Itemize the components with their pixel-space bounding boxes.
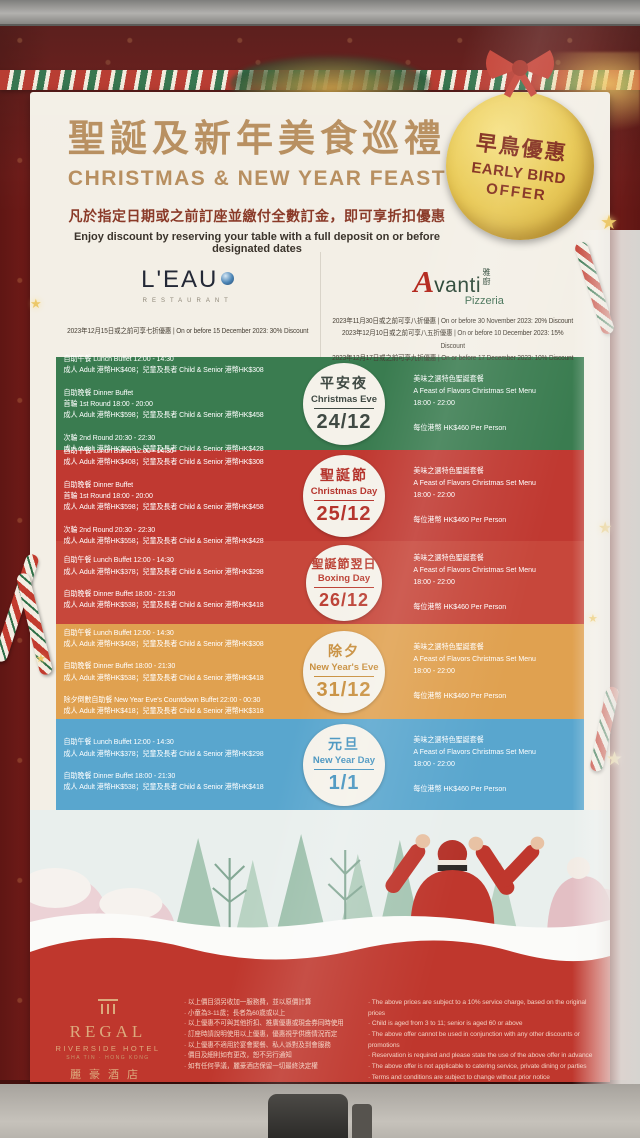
day-name-chinese: 聖誕節翌日 [311,556,377,571]
display-frame-top [0,0,640,26]
schedule-row-new-years-eve: 自助午餐 Lunch Buffet 12:00 - 14:30 成人 Adult… [56,624,584,719]
badge-divider [314,586,374,588]
terms-chinese: · 以上價目須另收加一服務費，並以原價計算 · 小童為3-11歲；長者為60歲或… [184,999,344,1071]
star-icon: ★ [600,212,618,234]
day-name-english: Christmas Eve [310,394,377,405]
day-name-english: New Year's Eve [309,662,379,673]
schedule-row-christmas-day: 自助午餐 Lunch Buffet 12:00 - 14:30 成人 Adult… [56,446,584,545]
leau-logo-subtitle: RESTAURANT [142,298,233,304]
leau-offer-details: 自助午餐 Lunch Buffet 12:00 - 14:30 成人 Adult… [63,555,264,610]
globe-icon [221,272,235,285]
star-icon: ★ [588,613,598,625]
avanti-offer-details: 美味之選特色聖誕套餐 A Feast of Flavors Christmas … [413,552,536,612]
avanti-offer-details: 美味之選特色聖誕套餐 A Feast of Flavors Christmas … [413,373,536,433]
schedule-row-new-year-day: 自助午餐 Lunch Buffet 12:00 - 14:30 成人 Adult… [56,719,584,810]
date-badge: 除夕 New Year's Eve 31/12 [303,630,385,713]
day-name-english: New Year Day [312,755,376,766]
day-name-english: Boxing Day [317,572,371,584]
badge-divider [314,769,374,770]
red-bow-icon [485,50,555,98]
hotel-location: SHA TIN · HONG KONG [66,1055,150,1061]
day-name-chinese: 平安夜 [320,375,368,391]
badge-divider [314,408,374,409]
regal-emblem-icon [98,999,118,1014]
leau-offer-details: 自助午餐 Lunch Buffet 12:00 - 14:30 成人 Adult… [63,737,264,792]
date-value: 25/12 [316,503,372,525]
restaurant-avanti: Avanti雅廚 Pizzeria 2023年11月30日或之前可享八折優惠 |… [319,252,585,362]
date-value: 26/12 [318,589,370,610]
avanti-offer-details: 美味之選特色聖誕套餐 A Feast of Flavors Christmas … [413,641,536,701]
date-badge: 元旦 New Year Day 1/1 [303,723,385,806]
hotel-name-chinese: 麗豪酒店 [70,1069,146,1081]
day-name-chinese: 除夕 [328,643,360,659]
schedule-row-christmas-eve: 自助午餐 Lunch Buffet 12:00 - 14:30 成人 Adult… [56,354,584,453]
leau-offer-details: 自助午餐 Lunch Buffet 12:00 - 14:30 成人 Adult… [63,627,264,716]
day-name-chinese: 聖誕節 [320,467,368,483]
date-value: 24/12 [316,411,372,433]
avanti-logo-initial: A [413,264,435,299]
deposit-notice-chinese: 凡於指定日期或之前訂座並繳付全數訂金，即可享折扣優惠 [68,208,446,224]
star-icon: ★ [30,296,42,311]
avanti-logo-subtitle: Pizzeria [464,295,504,307]
hotel-logo-block: REGAL RIVERSIDE HOTEL SHA TIN · HONG KON… [44,998,172,1081]
date-badge: 平安夜 Christmas Eve 24/12 [303,362,385,445]
avanti-logo-text: vanti [434,274,482,297]
floor-object [268,1094,348,1138]
schedule-row-boxing-day: 自助午餐 Lunch Buffet 12:00 - 14:30 成人 Adult… [56,541,584,624]
star-icon: ★ [36,653,46,665]
avanti-offer-details: 美味之選特色聖誕套餐 A Feast of Flavors Christmas … [413,734,536,794]
avanti-earlybird-offers: 2023年11月30日或之前可享八折優惠 | On or before 30 N… [331,318,573,362]
avanti-logo: Avanti雅廚 [321,266,585,297]
offer-table: L'EAU RESTAURANT 2023年12月15日或之前可享七折優惠 | … [56,252,584,810]
date-value: 31/12 [316,679,372,701]
winter-scene-illustration [30,810,610,986]
floor-object [352,1104,372,1138]
hotel-division: RIVERSIDE HOTEL [55,1044,161,1053]
leau-logo: L'EAU [56,266,320,294]
date-badge: 聖誕節翌日 Boxing Day 26/12 [306,544,382,621]
avanti-logo-chinese: 雅廚 [482,268,491,286]
badge-divider [314,676,374,677]
avanti-offer-details: 美味之選特色聖誕套餐 A Feast of Flavors Christmas … [413,465,536,525]
poster-card: 聖誕及新年美食巡禮 CHRISTMAS & NEW YEAR FEAST 凡於指… [30,92,610,1091]
leau-logo-text: L'EAU [141,266,219,293]
date-badge: 聖誕節 Christmas Day 25/12 [303,454,385,537]
date-value: 1/1 [328,772,360,794]
hotel-name: REGAL [69,1022,147,1041]
leau-offer-details: 自助午餐 Lunch Buffet 12:00 - 14:30 成人 Adult… [63,445,264,545]
terms-english: · The above prices are subject to a 10% … [368,999,593,1091]
day-name-english: Christmas Day [310,486,378,497]
deposit-notice-english: Enjoy discount by reserving your table w… [73,231,441,255]
title-chinese: 聖誕及新年美食巡禮 [68,118,446,159]
leau-earlybird-offers: 2023年12月15日或之前可享七折優惠 | On or before 15 D… [67,328,309,335]
badge-divider [314,500,374,501]
poster-footer: REGAL RIVERSIDE HOTEL SHA TIN · HONG KON… [30,986,610,1091]
day-name-chinese: 元旦 [328,736,360,752]
leau-offer-details: 自助午餐 Lunch Buffet 12:00 - 14:30 成人 Adult… [63,353,264,453]
star-icon: ★ [598,520,613,537]
title-english: CHRISTMAS & NEW YEAR FEAST [67,167,447,190]
poster-header: 聖誕及新年美食巡禮 CHRISTMAS & NEW YEAR FEAST 凡於指… [30,92,610,255]
restaurant-leau: L'EAU RESTAURANT 2023年12月15日或之前可享七折優惠 | … [56,252,320,357]
restaurant-header-row: L'EAU RESTAURANT 2023年12月15日或之前可享七折優惠 | … [56,252,585,362]
star-icon: ★ [606,749,624,770]
early-bird-offer-badge: 早鳥優惠 EARLY BIRD OFFER [446,92,594,240]
